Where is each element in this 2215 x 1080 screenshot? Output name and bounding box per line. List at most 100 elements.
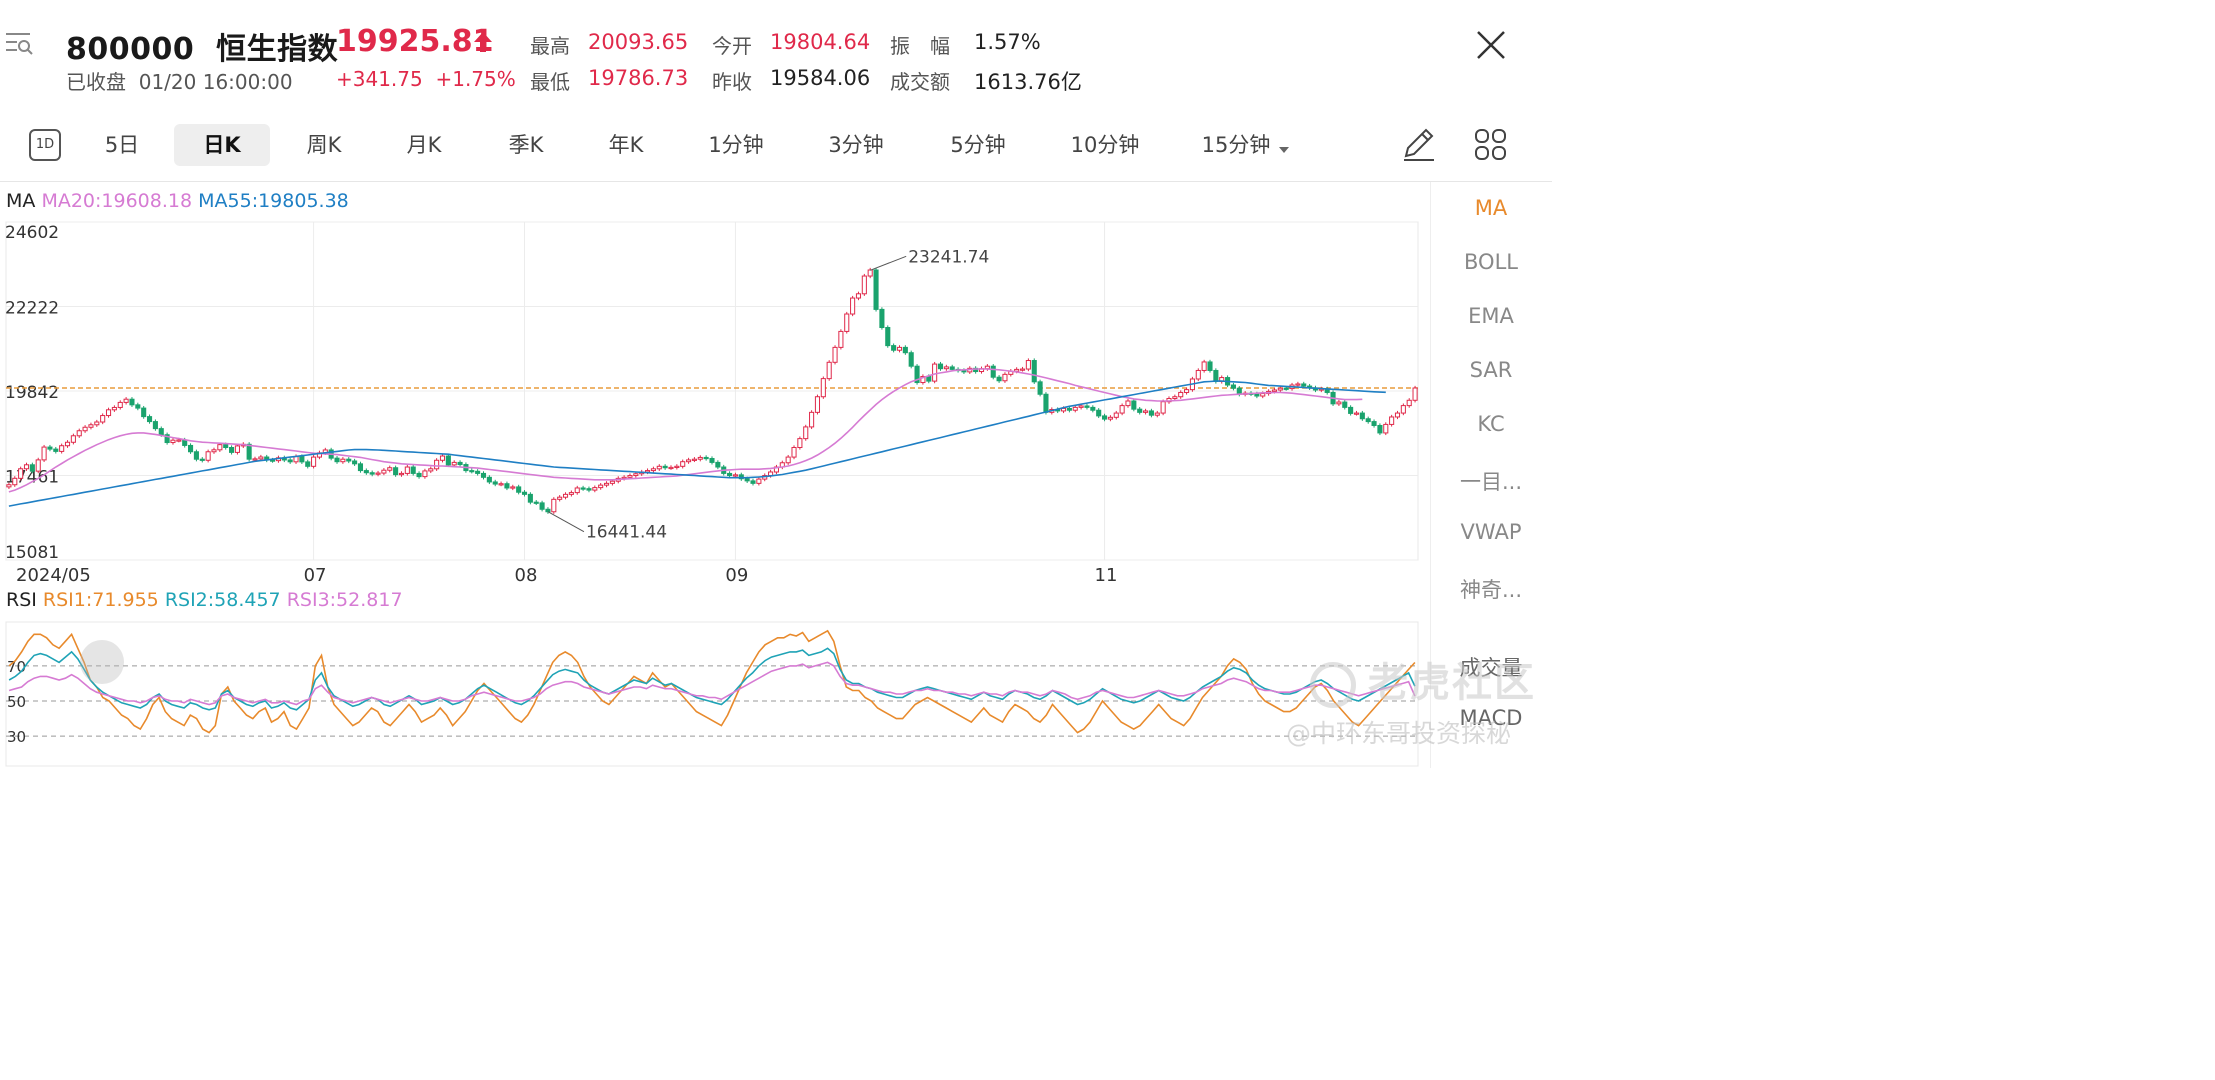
watermark-brand: 老虎社区 — [1310, 650, 1536, 708]
sidebar-item-indicator[interactable]: VWAP — [1460, 520, 1522, 544]
sidebar-item-lower[interactable]: 成交量 — [1459, 656, 1523, 680]
ma55-line — [8, 380, 1386, 507]
candle — [686, 457, 692, 464]
sidebar-item-lower[interactable]: MACD — [1459, 706, 1523, 730]
candle — [1178, 390, 1184, 399]
candle — [914, 364, 920, 385]
candle — [943, 364, 949, 371]
candle — [908, 350, 914, 369]
candle — [1019, 366, 1026, 372]
candle — [281, 455, 287, 463]
candle — [1072, 405, 1078, 413]
menu-icon[interactable] — [4, 30, 34, 58]
rsi2-line — [8, 647, 1416, 711]
stat-value: 20093.65 — [588, 30, 689, 54]
candle — [480, 471, 487, 480]
candle — [1195, 368, 1201, 382]
candle — [1394, 410, 1401, 420]
sidebar-item-indicator[interactable]: BOLL — [1464, 250, 1518, 274]
period-tabs: 1D 5日 日K 周K 月K 季K 年K 1分钟 3分钟 5分钟 10分钟 15分钟 — [0, 120, 1552, 170]
grid-layout-icon[interactable] — [1472, 126, 1510, 164]
candle — [891, 343, 897, 353]
close-icon[interactable] — [1470, 26, 1510, 66]
candle — [346, 457, 352, 464]
candle — [861, 273, 867, 296]
stat-value: 19786.73 — [588, 66, 689, 90]
candle — [1148, 408, 1154, 418]
tab-2[interactable]: 日K — [174, 124, 270, 166]
candle — [674, 464, 680, 470]
tab-8[interactable]: 3分钟 — [828, 133, 884, 157]
tiger-logo-icon — [1310, 662, 1356, 708]
sidebar-item-indicator[interactable]: 一目... — [1459, 470, 1523, 494]
candle — [340, 457, 346, 464]
tab-3[interactable]: 周K — [306, 133, 342, 157]
tab-9[interactable]: 5分钟 — [950, 133, 1006, 157]
candle — [551, 497, 557, 514]
candle — [785, 454, 791, 465]
candle — [469, 468, 475, 474]
y-tick-label: 19842 — [5, 383, 59, 403]
tab-6[interactable]: 年K — [608, 133, 644, 157]
candle — [428, 466, 434, 474]
candle — [516, 484, 522, 495]
candle — [70, 433, 76, 445]
candle — [334, 456, 340, 464]
candle — [803, 424, 809, 441]
candle — [521, 490, 528, 497]
candle — [117, 400, 123, 410]
scroll-handle[interactable] — [80, 640, 124, 684]
stat-label: 今开 — [712, 34, 752, 58]
candle — [375, 470, 381, 477]
candle — [703, 455, 709, 461]
candle — [1184, 387, 1190, 395]
candle — [656, 464, 662, 471]
tab-1[interactable]: 5日 — [104, 133, 140, 157]
candle — [574, 485, 580, 495]
sidebar-item-indicator[interactable]: EMA — [1468, 304, 1514, 328]
candle — [498, 481, 504, 487]
sidebar-item-indicator[interactable]: 神奇... — [1459, 578, 1523, 602]
sidebar-item-indicator[interactable]: MA — [1474, 196, 1508, 220]
min-price-label: 16441.44 — [586, 523, 667, 543]
tab-4[interactable]: 月K — [406, 133, 442, 157]
rsi-chart[interactable]: 70 50 30 — [0, 620, 1430, 768]
candle — [234, 443, 240, 455]
candle — [844, 311, 850, 334]
candle — [363, 468, 369, 475]
candle — [369, 470, 375, 477]
candle — [445, 453, 451, 468]
candle — [129, 397, 135, 407]
candle — [1307, 383, 1313, 390]
candle — [709, 456, 715, 465]
y-tick-label: 24602 — [5, 223, 59, 243]
candle — [715, 460, 721, 470]
candle — [603, 481, 610, 488]
candle — [1230, 382, 1236, 391]
candle — [1389, 414, 1395, 427]
candle — [1172, 394, 1178, 401]
sidebar-item-indicator[interactable]: KC — [1477, 412, 1505, 436]
draw-pen-icon[interactable] — [1398, 124, 1438, 164]
tab-5[interactable]: 季K — [508, 133, 544, 157]
candle — [141, 405, 147, 419]
market-status: 已收盘 01/20 16:00:00 — [66, 70, 293, 94]
candle — [586, 486, 592, 493]
watermark-author: @中环东哥投资探秘 — [1286, 719, 1512, 748]
candle — [697, 455, 703, 462]
candle — [434, 458, 440, 471]
candle — [896, 345, 903, 353]
candle — [152, 419, 158, 431]
candle — [264, 454, 270, 463]
candle — [217, 442, 223, 452]
candle — [809, 410, 815, 430]
tab-10[interactable]: 10分钟 — [1070, 133, 1140, 157]
tab-7[interactable]: 1分钟 — [708, 133, 764, 157]
dropdown-caret-icon[interactable] — [1278, 140, 1290, 159]
tab-1d[interactable]: 1D — [29, 129, 61, 161]
candle — [1277, 386, 1283, 393]
sidebar-item-indicator[interactable]: SAR — [1469, 358, 1513, 382]
tab-11[interactable]: 15分钟 — [1201, 133, 1271, 157]
candle — [510, 484, 516, 491]
